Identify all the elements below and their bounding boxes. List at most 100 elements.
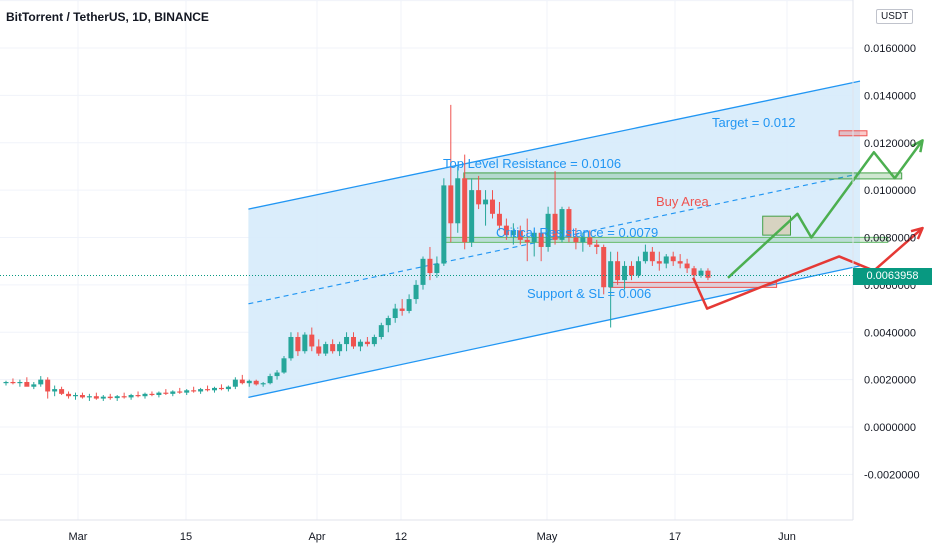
candle-body <box>622 265 628 281</box>
price-axis-tick-label: 0.0040000 <box>864 327 916 339</box>
candle-body <box>344 336 350 345</box>
candle-body <box>121 396 127 398</box>
candle-body <box>59 389 65 394</box>
candle-body <box>225 386 231 390</box>
currency-unit-badge[interactable]: USDT <box>876 9 914 24</box>
candle-body <box>163 392 169 394</box>
candle-body <box>698 270 704 276</box>
candle-body <box>663 256 669 264</box>
candle-body <box>545 213 551 247</box>
time-axis-tick-label: May <box>537 531 558 543</box>
price-axis-tick-label: -0.0020000 <box>864 469 920 481</box>
candle-body <box>246 380 252 384</box>
candle-body <box>10 381 16 384</box>
level-top-resistance-zone[interactable] <box>463 172 903 180</box>
candle-body <box>330 344 336 352</box>
annotation-support: Support & SL = 0.006 <box>527 286 651 301</box>
alternate-projection-path[interactable] <box>692 227 924 310</box>
candle-body <box>635 261 641 276</box>
candle-body <box>337 344 343 352</box>
chart-title: BitTorrent / TetherUS, 1D, BINANCE <box>6 10 209 24</box>
alternate-projection-path-arrowhead <box>910 226 924 240</box>
buy-area-box[interactable] <box>762 215 792 236</box>
candle-body <box>38 379 44 385</box>
candle-body <box>218 387 224 390</box>
candle-body <box>378 325 384 337</box>
candle-body <box>483 199 489 205</box>
price-axis-tick-label: 0.0020000 <box>864 375 916 387</box>
annotation-critical-resistance: Critical Resistance = 0.0079 <box>496 225 658 240</box>
candle-body <box>524 239 530 243</box>
candle-body <box>239 379 245 384</box>
time-axis-tick-label: 17 <box>669 531 681 543</box>
price-axis-tick-label: 0.0140000 <box>864 90 916 102</box>
candle-body <box>469 190 475 243</box>
candle-body <box>531 232 537 243</box>
candle-body <box>642 251 648 262</box>
candle-body <box>385 318 391 326</box>
candle-body <box>462 178 468 243</box>
candle-body <box>490 199 495 214</box>
candle-body <box>114 396 120 399</box>
candle-body <box>455 178 461 224</box>
candle-body <box>538 232 544 247</box>
candle-body <box>496 213 502 226</box>
candle-body <box>232 379 238 387</box>
candle-body <box>323 344 329 354</box>
candle-body <box>392 308 398 319</box>
candle-body <box>476 190 482 205</box>
candle-body <box>559 209 565 240</box>
candle-body <box>142 393 148 397</box>
candle-body <box>420 258 426 285</box>
candle-body <box>260 383 266 385</box>
annotation-top-resistance: Top Level Resistance = 0.0106 <box>443 156 621 171</box>
last-price-tag: 0.0063958 <box>853 268 932 285</box>
candle-body <box>615 261 621 281</box>
candle-body <box>3 381 9 384</box>
candle-body <box>594 244 600 247</box>
candle-body <box>274 372 280 377</box>
candle-body <box>135 395 141 397</box>
candle-body <box>205 389 211 391</box>
candle-body <box>371 336 377 345</box>
candle-body <box>86 396 92 398</box>
candle-body <box>364 341 370 345</box>
candle-body <box>503 225 509 236</box>
candle-body <box>608 261 614 288</box>
candle-body <box>170 391 176 394</box>
price-axis-tick-label: 0.0160000 <box>864 43 916 55</box>
candle-body <box>73 395 78 397</box>
candle-body <box>656 261 662 264</box>
candle-body <box>427 258 433 274</box>
bullish-projection-path[interactable] <box>727 139 924 279</box>
candle-body <box>552 213 558 240</box>
candle-body <box>441 185 447 264</box>
candle-body <box>691 268 697 276</box>
price-axis-tick-label: 0.0120000 <box>864 138 916 150</box>
candle-body <box>24 381 30 387</box>
candle-body <box>281 358 287 373</box>
candle-body <box>649 251 655 262</box>
candle-body <box>212 387 217 391</box>
time-axis-tick-label: Jun <box>778 531 796 543</box>
time-axis-tick-label: Mar <box>69 531 88 543</box>
candle-body <box>267 376 273 384</box>
candle-body <box>128 395 134 398</box>
bullish-projection-path-arrowhead <box>911 139 924 153</box>
candle-body <box>191 390 197 392</box>
candle-body <box>601 246 607 288</box>
price-axis-tick-label: 0.0100000 <box>864 185 916 197</box>
candle-body <box>288 336 294 359</box>
channel-upper-line[interactable] <box>248 80 861 210</box>
candle-body <box>448 185 454 224</box>
time-axis-tick-label: 12 <box>395 531 407 543</box>
annotation-buy-area: Buy Area <box>656 194 710 209</box>
candle-body <box>17 381 23 384</box>
candle-body <box>184 390 190 393</box>
candle-body <box>66 393 72 397</box>
candle-body <box>670 256 676 262</box>
candle-body <box>309 334 315 347</box>
candle-body <box>45 379 51 392</box>
annotation-target: Target = 0.012 <box>712 115 795 130</box>
